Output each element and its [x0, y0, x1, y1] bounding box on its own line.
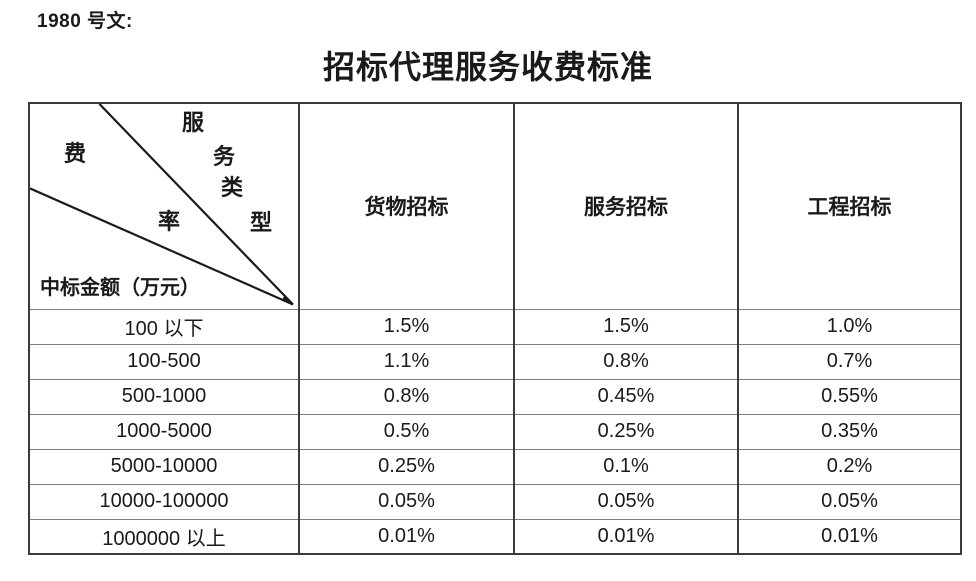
- row-label: 100-500: [28, 343, 300, 380]
- corner-label-service-3: 类: [221, 175, 244, 200]
- fee-value: 1.5%: [298, 308, 515, 345]
- table-row: 100 以下 1.5% 1.5% 1.0%: [28, 308, 962, 345]
- table-header-row: 费 率 服 务 类 型 中标金额（万元） 货物招标 服务招标 工程招标: [28, 102, 962, 310]
- row-label: 10000-100000: [28, 483, 300, 520]
- corner-header-cell: 费 率 服 务 类 型 中标金额（万元）: [28, 102, 300, 310]
- fee-value: 0.5%: [298, 413, 515, 450]
- fee-value: 0.25%: [298, 448, 515, 485]
- fee-value: 0.55%: [737, 378, 962, 415]
- table-row: 1000-5000 0.5% 0.25% 0.35%: [28, 413, 962, 450]
- row-label: 5000-10000: [28, 448, 300, 485]
- fee-value: 0.01%: [737, 518, 962, 555]
- fee-value: 0.05%: [737, 483, 962, 520]
- corner-label-amount: 中标金额（万元）: [40, 277, 200, 299]
- table-row: 5000-10000 0.25% 0.1% 0.2%: [28, 448, 962, 485]
- table-row: 500-1000 0.8% 0.45% 0.55%: [28, 378, 962, 415]
- table-row: 100-500 1.1% 0.8% 0.7%: [28, 343, 962, 380]
- fee-value: 0.05%: [513, 483, 739, 520]
- fee-value: 0.1%: [513, 448, 739, 485]
- fee-value: 0.8%: [298, 378, 515, 415]
- fee-value: 0.2%: [737, 448, 962, 485]
- column-header-engineering: 工程招标: [737, 102, 962, 310]
- corner-label-service-4: 型: [250, 210, 273, 235]
- row-label: 500-1000: [28, 378, 300, 415]
- fee-value: 0.01%: [513, 518, 739, 555]
- column-header-goods: 货物招标: [298, 102, 515, 310]
- fee-value: 0.01%: [298, 518, 515, 555]
- table-row: 10000-100000 0.05% 0.05% 0.05%: [28, 483, 962, 520]
- diagonal-divider-lines: [31, 104, 294, 306]
- fee-value: 0.45%: [513, 378, 739, 415]
- row-label: 100 以下: [28, 308, 300, 345]
- fee-value: 1.1%: [298, 343, 515, 380]
- table-row: 1000000 以上 0.01% 0.01% 0.01%: [28, 518, 962, 555]
- fee-value: 0.35%: [737, 413, 962, 450]
- fee-value: 0.8%: [513, 343, 739, 380]
- fee-standard-table: 费 率 服 务 类 型 中标金额（万元） 货物招标 服务招标 工程招标 100 …: [28, 102, 962, 555]
- arrowhead-icon: [282, 294, 294, 305]
- row-label: 1000000 以上: [28, 518, 300, 555]
- page-title: 招标代理服务收费标准: [322, 49, 653, 85]
- fee-value: 1.0%: [737, 308, 962, 345]
- column-header-services: 服务招标: [513, 102, 739, 310]
- corner-label-service-1: 服: [182, 110, 205, 135]
- corner-label-service-2: 务: [213, 144, 236, 169]
- row-label: 1000-5000: [28, 413, 300, 450]
- fee-value: 0.05%: [298, 483, 515, 520]
- fee-value: 0.25%: [513, 413, 739, 450]
- doc-number-label: 1980 号文:: [37, 11, 133, 32]
- fee-value: 1.5%: [513, 308, 739, 345]
- corner-label-fee: 费: [64, 141, 87, 166]
- fee-value: 0.7%: [737, 343, 962, 380]
- corner-label-rate: 率: [158, 209, 181, 234]
